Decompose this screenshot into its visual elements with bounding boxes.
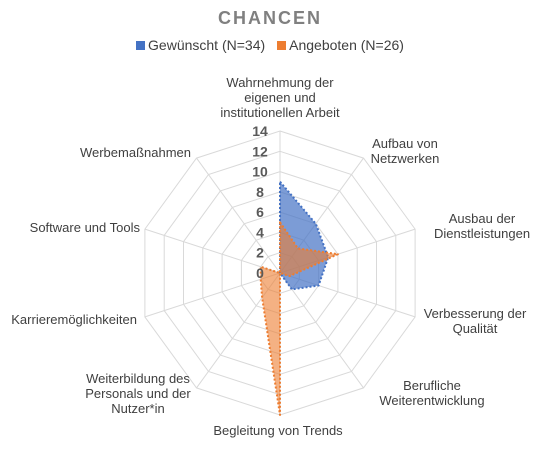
category-label: Weiterbildung des [86, 371, 190, 386]
category-label: Netzwerken [371, 151, 440, 166]
category-label: institutionellen Arbeit [220, 105, 340, 120]
r-tick-label: 12 [252, 143, 268, 159]
category-label: Verbesserung der [424, 306, 527, 321]
category-label: Dienstleistungen [434, 226, 530, 241]
grid-spoke [279, 272, 364, 389]
category-label: Werbemaßnahmen [80, 145, 191, 160]
chart-legend: Gewünscht (N=34) Angeboten (N=26) [0, 37, 540, 53]
r-tick-label: 4 [256, 224, 264, 240]
r-tick-label: 0 [256, 265, 264, 281]
category-label: Ausbau der [449, 211, 516, 226]
category-label: Nutzer*in [111, 401, 164, 416]
chart-title: CHANCEN [218, 8, 322, 28]
legend-item-angeboten: Angeboten (N=26) [277, 37, 404, 53]
category-label: eigenen und [244, 90, 316, 105]
series-area-1 [259, 221, 339, 416]
category-label: Software und Tools [30, 220, 141, 235]
category-label: Aufbau von [372, 136, 438, 151]
category-label: Karrieremöglichkeiten [11, 312, 137, 327]
category-label: Weiterentwicklung [379, 393, 484, 408]
category-label: Qualität [453, 321, 498, 336]
r-tick-label: 6 [256, 204, 264, 220]
grid-spoke [144, 228, 281, 274]
category-label: Wahrnehmung der [226, 75, 334, 90]
r-tick-label: 8 [256, 184, 264, 200]
r-tick-label: 14 [252, 123, 268, 139]
category-label: Berufliche [403, 378, 461, 393]
legend-label-angeboten: Angeboten (N=26) [289, 37, 404, 53]
legend-label-gewuenscht: Gewünscht (N=34) [148, 37, 266, 53]
category-label: Personals und der [85, 386, 191, 401]
legend-item-gewuenscht: Gewünscht (N=34) [136, 37, 265, 53]
legend-swatch-angeboten [277, 40, 287, 50]
grid-spoke [196, 157, 281, 274]
category-label: Begleitung von Trends [213, 423, 343, 438]
r-tick-label: 10 [252, 164, 268, 180]
grid-spoke [144, 272, 281, 318]
r-tick-label: 2 [256, 245, 264, 261]
legend-swatch-gewuenscht [136, 40, 146, 50]
